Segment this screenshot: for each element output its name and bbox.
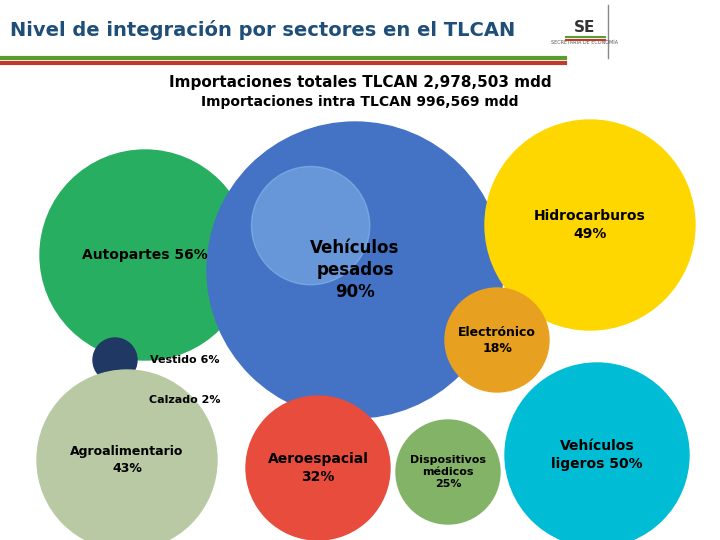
Text: Nivel de integración por sectores en el TLCAN: Nivel de integración por sectores en el … — [10, 20, 516, 40]
Circle shape — [207, 122, 503, 418]
Circle shape — [505, 363, 689, 540]
Text: Calzado 2%: Calzado 2% — [149, 395, 221, 405]
Text: Hidrocarburos
49%: Hidrocarburos 49% — [534, 210, 646, 241]
Text: Aeroespacial
32%: Aeroespacial 32% — [268, 453, 369, 484]
Text: SE: SE — [575, 21, 595, 36]
Circle shape — [445, 288, 549, 392]
Circle shape — [37, 370, 217, 540]
Circle shape — [396, 420, 500, 524]
Circle shape — [104, 386, 132, 414]
Text: Autopartes 56%: Autopartes 56% — [82, 248, 208, 262]
Text: Vestido 6%: Vestido 6% — [150, 355, 220, 365]
Circle shape — [246, 396, 390, 540]
Text: SECRETARÍA DE ECONOMÍA: SECRETARÍA DE ECONOMÍA — [552, 39, 618, 44]
Text: Vehículos
ligeros 50%: Vehículos ligeros 50% — [552, 440, 643, 471]
Text: Electrónico
18%: Electrónico 18% — [458, 326, 536, 354]
Text: Agroalimentario
43%: Agroalimentario 43% — [71, 446, 184, 475]
Text: Dispositivos
médicos
25%: Dispositivos médicos 25% — [410, 455, 486, 489]
Circle shape — [40, 150, 250, 360]
Circle shape — [93, 338, 137, 382]
Circle shape — [251, 166, 370, 285]
Bar — [0, 0, 720, 65]
Text: Importaciones intra TLCAN 996,569 mdd: Importaciones intra TLCAN 996,569 mdd — [202, 95, 518, 109]
Text: Importaciones totales TLCAN 2,978,503 mdd: Importaciones totales TLCAN 2,978,503 md… — [168, 75, 552, 90]
Circle shape — [485, 120, 695, 330]
Text: Vehículos
pesados
90%: Vehículos pesados 90% — [310, 239, 400, 301]
